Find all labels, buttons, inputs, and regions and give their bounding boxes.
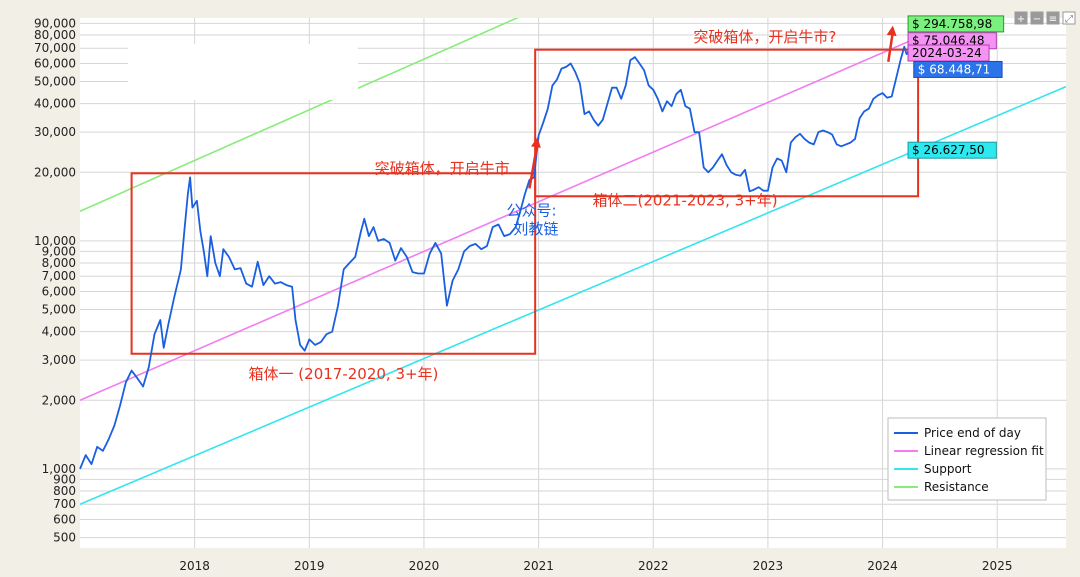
y-tick-label: 500	[53, 531, 76, 545]
y-tick-label: 4,000	[42, 325, 76, 339]
range-box-2	[534, 48, 920, 198]
y-tick-label: 40,000	[34, 97, 76, 111]
regression-price-tag-text: $ 75.046,48	[912, 34, 985, 48]
y-tick-label: 3,000	[42, 353, 76, 367]
x-tick-label: 2022	[638, 559, 669, 573]
legend-label: Linear regression fit	[924, 444, 1044, 458]
x-tick-label: 2019	[294, 559, 325, 573]
legend-label: Support	[924, 462, 972, 476]
y-tick-label: 5,000	[42, 303, 76, 317]
x-tick-label: 2025	[982, 559, 1013, 573]
settings-symbol: ≡	[1049, 14, 1057, 25]
settings-button[interactable]: ≡	[1046, 11, 1060, 25]
y-tick-label: 10,000	[34, 234, 76, 248]
arrow-shaft-1	[528, 143, 539, 189]
arrow-head-1	[530, 137, 541, 148]
zoom-out-symbol: −	[1033, 14, 1041, 25]
y-tick-label: 50,000	[34, 75, 76, 89]
y-tick-label: 80,000	[34, 28, 76, 42]
fullscreen-button[interactable]: ⤢	[1062, 11, 1076, 25]
y-tick-label: 70,000	[34, 41, 76, 55]
arrow-head-2	[886, 25, 897, 37]
resistance-price-tag-background	[907, 15, 1005, 33]
current-price-tag-text: $ 68.448,71	[918, 62, 991, 76]
legend: Price end of day Linear regression fit Sup…	[887, 417, 1047, 501]
y-tick-label: 20,000	[34, 165, 76, 179]
watermark-line-1: 公众号:	[507, 202, 557, 220]
chart-toolbar: + − ≡ ⤢	[1014, 11, 1076, 25]
breakout-arrows	[528, 25, 897, 189]
price-line	[79, 45, 910, 470]
breakout-annotation-1: 突破箱体，开启牛市	[375, 159, 510, 177]
y-tick-label: 600	[53, 513, 76, 527]
regression-line	[80, 18, 965, 402]
y-tick-label: 2,000	[42, 393, 76, 407]
y-tick-label: 60,000	[34, 57, 76, 71]
y-tick-label: 9,000	[42, 244, 76, 258]
range-box-1	[130, 172, 537, 355]
legend-label: Price end of day	[924, 426, 1021, 440]
regression-date-tag-text: 2024-03-24	[912, 46, 982, 60]
current-price-tag: $ 68.448,71	[913, 60, 1003, 78]
x-tick-label: 2024	[867, 559, 898, 573]
current-price-tag-background	[913, 60, 1003, 78]
y-tick-label: 800	[53, 484, 76, 498]
zoom-out-button[interactable]: −	[1030, 11, 1044, 25]
x-axis-ticks: 2018 2019 2020 2021 2022 2023 2024 2025	[179, 559, 1012, 573]
settings-icon	[1046, 11, 1060, 25]
y-tick-label: 700	[53, 497, 76, 511]
y-tick-label: 900	[53, 472, 76, 486]
trend-lines	[80, 18, 1066, 505]
fullscreen-symbol: ⤢	[1065, 14, 1073, 25]
fullscreen-icon	[1062, 11, 1076, 25]
y-tick-label: 30,000	[34, 125, 76, 139]
resistance-price-tag-text: $ 294.758,98	[912, 17, 992, 31]
box-two-label: 箱体二(2021-2023, 3+年)	[592, 192, 777, 210]
zoom-out-icon	[1030, 11, 1044, 25]
arrow-shaft-2	[887, 31, 895, 63]
x-tick-label: 2018	[179, 559, 210, 573]
x-tick-label: 2020	[409, 559, 440, 573]
y-tick-label: 90,000	[34, 16, 76, 30]
resistance-line	[80, 18, 519, 212]
redacted-patch	[128, 44, 358, 100]
resistance-price-tag: $ 294.758,98	[907, 15, 1005, 33]
regression-date-tag: 2024-03-24	[907, 44, 990, 62]
zoom-in-button[interactable]: +	[1014, 11, 1028, 25]
x-tick-label: 2021	[523, 559, 554, 573]
support-price-tag: $ 26.627,50	[907, 141, 997, 159]
y-tick-label: 6,000	[42, 285, 76, 299]
support-price-tag-background	[907, 141, 997, 159]
x-tick-label: 2023	[753, 559, 784, 573]
box-one-label: 箱体一 (2017-2020, 3+年)	[249, 365, 439, 383]
breakout-annotation-2: 突破箱体，开启牛市?	[693, 28, 836, 46]
legend-label: Resistance	[924, 480, 989, 494]
support-price-tag-text: $ 26.627,50	[912, 143, 985, 157]
zoom-in-symbol: +	[1017, 14, 1025, 25]
price-series	[79, 45, 910, 470]
zoom-in-icon	[1014, 11, 1028, 25]
watermark-line-2: 刘教链	[513, 220, 558, 238]
y-tick-label: 8,000	[42, 256, 76, 270]
y-tick-label: 7,000	[42, 269, 76, 283]
support-line	[80, 85, 1066, 505]
y-tick-label: 1,000	[42, 462, 76, 476]
range-boxes	[130, 48, 920, 355]
